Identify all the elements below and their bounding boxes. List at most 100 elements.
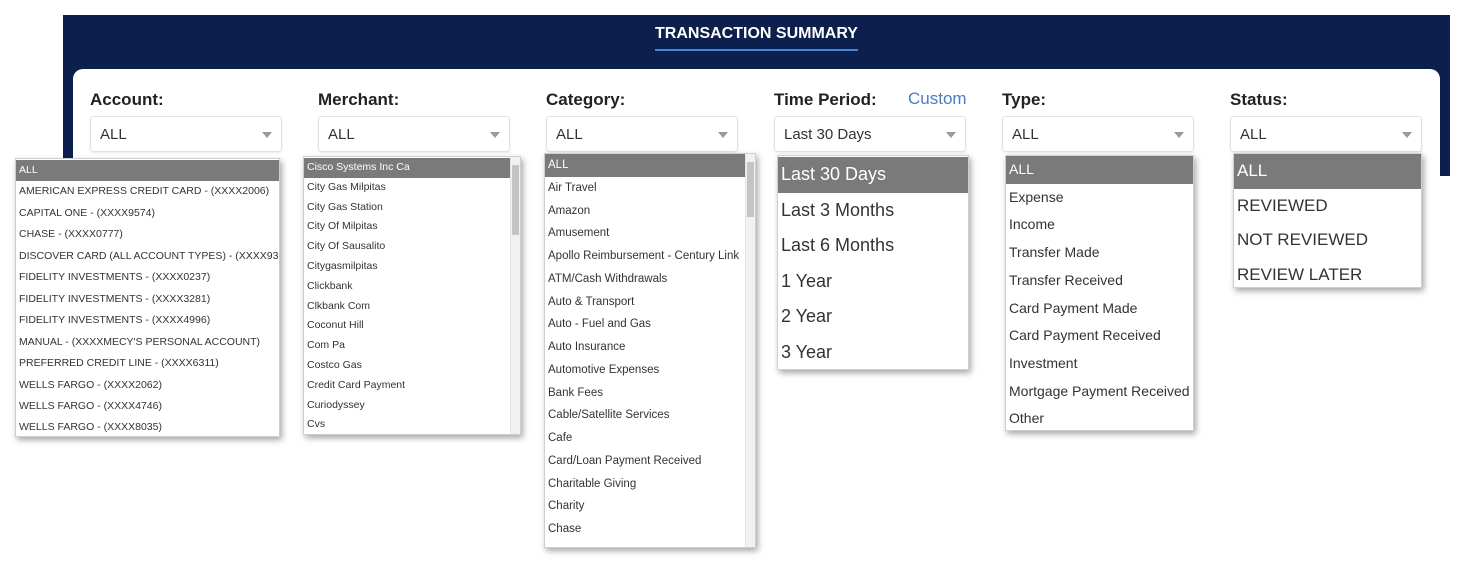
filter-select[interactable]: ALL — [546, 116, 738, 152]
dropdown-option[interactable]: Charitable Giving — [548, 477, 637, 490]
filter-label: Category: — [546, 90, 626, 109]
dropdown-option[interactable]: Cisco Systems Inc Ca — [304, 158, 510, 178]
dropdown-arrow — [1402, 132, 1412, 138]
dropdown-option[interactable]: REVIEWED — [1237, 195, 1328, 215]
header-title: TRANSACTION SUMMARY — [63, 25, 1450, 51]
dropdown-arrow — [718, 132, 728, 138]
dropdown-option[interactable]: ALL — [545, 154, 745, 177]
dropdown-option[interactable]: FIDELITY INVESTMENTS - (XXXX0237) — [19, 271, 211, 284]
dropdown-option[interactable]: Air Travel — [548, 181, 597, 194]
dropdown-option[interactable]: MANUAL - (XXXXMECY'S PERSONAL ACCOUNT) — [19, 335, 261, 348]
dropdown-option[interactable]: CAPITAL ONE - (XXXX9574) — [19, 206, 155, 219]
filter-select[interactable]: Last 30 Days — [774, 116, 966, 152]
dropdown-option[interactable]: ALL — [1006, 156, 1193, 184]
dropdown-option[interactable]: 3 Year — [781, 342, 833, 362]
dropdown-option[interactable]: Apollo Reimbursement - Century Link — [548, 250, 740, 262]
dropdown-option[interactable]: City Gas Milpitas — [307, 180, 386, 193]
dropdown-option[interactable]: Last 30 Days — [778, 157, 968, 193]
selected-value: ALL — [100, 126, 127, 143]
dropdown-option[interactable]: Amusement — [548, 227, 610, 240]
dropdown-option[interactable]: Card Payment Made — [1009, 299, 1138, 316]
filter-label: Merchant: — [318, 90, 400, 109]
dropdown-option[interactable]: WELLS FARGO - (XXXX4746) — [19, 399, 162, 412]
filter-label: Status: — [1230, 90, 1288, 109]
dropdown-list: ALL AMERICAN EXPRESS CREDIT CARD - (XXXX2… — [15, 158, 280, 437]
dropdown-arrow — [1174, 132, 1184, 138]
filter-label: Account: — [90, 90, 164, 109]
dropdown-option[interactable]: WELLS FARGO - (XXXX8035) — [19, 421, 162, 434]
dropdown-option[interactable]: 2 Year — [781, 306, 833, 327]
dropdown-option[interactable]: PREFERRED CREDIT LINE - (XXXX6311) — [19, 357, 219, 370]
filter-label: Time Period: — [774, 90, 877, 109]
dropdown-option[interactable]: Citygasmilpitas — [307, 260, 378, 272]
dropdown-option[interactable]: REVIEW LATER — [1237, 265, 1363, 285]
dropdown-option[interactable]: Mortgage Payment Received — [1009, 382, 1190, 399]
dropdown-option[interactable]: City Of Sausalito — [307, 240, 386, 253]
dropdown-option[interactable]: 1 Year — [781, 270, 833, 291]
dropdown-list: Cisco Systems Inc Ca City Gas Milpitas Cit… — [303, 156, 521, 435]
dropdown-option[interactable]: Curiodyssey — [307, 398, 365, 411]
dropdown-option[interactable]: DISCOVER CARD (ALL ACCOUNT TYPES) - (XXX… — [19, 249, 280, 262]
dropdown-option[interactable]: Chase — [548, 523, 582, 535]
dropdown-option[interactable]: Coconut Hill — [307, 319, 364, 332]
filter-card — [73, 69, 1440, 566]
dropdown-option[interactable]: ALL — [16, 160, 279, 182]
dropdown-list: Last 30 Days Last 3 Months Last 6 Months 1 … — [777, 155, 969, 370]
dropdown-option[interactable]: Auto & Transport — [548, 295, 635, 308]
filter-select[interactable]: ALL — [90, 116, 282, 152]
dropdown-option[interactable]: Last 3 Months — [781, 199, 895, 220]
dropdown-option[interactable]: Automotive Expenses — [548, 363, 660, 376]
dropdown-option[interactable]: Cable/Satellite Services — [548, 409, 670, 422]
dropdown-option[interactable]: City Of Milpitas — [307, 220, 378, 233]
dropdown-option[interactable]: Bank Fees — [548, 386, 603, 399]
dropdown-option[interactable]: Auto - Fuel and Gas — [548, 318, 651, 331]
dropdown-option[interactable]: AMERICAN EXPRESS CREDIT CARD - (XXXX2006… — [19, 185, 270, 198]
dropdown-option[interactable]: Com Pa — [307, 339, 345, 352]
dropdown-arrow — [946, 132, 956, 138]
dropdown-option[interactable]: Cafe — [548, 432, 573, 444]
selected-value: Last 30 Days — [784, 126, 872, 143]
scrollbar[interactable] — [510, 157, 520, 434]
dropdown-option[interactable]: Investment — [1009, 354, 1078, 371]
dropdown-arrow — [490, 132, 500, 138]
dropdown-option[interactable]: Credit Card Payment — [307, 378, 406, 391]
dropdown-option[interactable]: FIDELITY INVESTMENTS - (XXXX4996) — [19, 314, 211, 327]
dropdown-option[interactable]: Clkbank Com — [307, 299, 371, 312]
dropdown-option[interactable]: Auto Insurance — [548, 341, 626, 353]
dropdown-option[interactable]: Transfer Made — [1009, 244, 1100, 261]
dropdown-list: ALL REVIEWED NOT REVIEWED REVIEW LATER — [1233, 153, 1422, 288]
dropdown-option[interactable]: Charity — [548, 500, 585, 513]
dropdown-option[interactable]: Card Payment Received — [1009, 327, 1161, 344]
dropdown-option[interactable]: Other — [1009, 410, 1045, 427]
dropdown-option[interactable]: Expense — [1009, 188, 1064, 205]
selected-value: ALL — [328, 126, 355, 143]
dropdown-option[interactable]: Income — [1009, 216, 1055, 233]
scrollbar-thumb[interactable] — [747, 162, 754, 217]
selected-value: ALL — [1012, 126, 1039, 143]
dropdown-list: ALL Air Travel Amazon Amusement Apollo Reimb… — [544, 153, 756, 548]
dropdown-option[interactable]: FIDELITY INVESTMENTS - (XXXX3281) — [19, 292, 211, 305]
dropdown-option[interactable]: ATM/Cash Withdrawals — [548, 272, 668, 285]
filter-select[interactable]: ALL — [1230, 116, 1422, 152]
title-text: TRANSACTION SUMMARY — [655, 25, 858, 51]
dropdown-option[interactable]: City Gas Station — [307, 200, 383, 213]
dropdown-option[interactable]: NOT REVIEWED — [1237, 230, 1368, 250]
dropdown-option[interactable]: Transfer Received — [1009, 271, 1123, 288]
dropdown-option[interactable]: Costco Gas — [307, 359, 362, 371]
filter-label: Type: — [1002, 90, 1047, 109]
dropdown-option[interactable]: Clickbank — [307, 279, 353, 292]
scrollbar[interactable] — [745, 154, 755, 547]
dropdown-option[interactable]: Amazon — [548, 204, 591, 217]
filter-select[interactable]: ALL — [1002, 116, 1194, 152]
scrollbar-thumb[interactable] — [512, 165, 519, 235]
filter-select[interactable]: ALL — [318, 116, 510, 152]
dropdown-option[interactable]: WELLS FARGO - (XXXX2062) — [19, 378, 162, 391]
dropdown-option[interactable]: Card/Loan Payment Received — [548, 454, 702, 467]
dropdown-option[interactable]: CHASE - (XXXX0777) — [19, 228, 123, 241]
dropdown-option[interactable]: Cvs — [307, 418, 326, 431]
dropdown-option[interactable]: Last 6 Months — [781, 235, 895, 256]
dropdown-option[interactable]: ALL — [1234, 154, 1421, 189]
dropdown-arrow — [262, 132, 272, 138]
custom-link[interactable]: Custom — [908, 89, 967, 108]
